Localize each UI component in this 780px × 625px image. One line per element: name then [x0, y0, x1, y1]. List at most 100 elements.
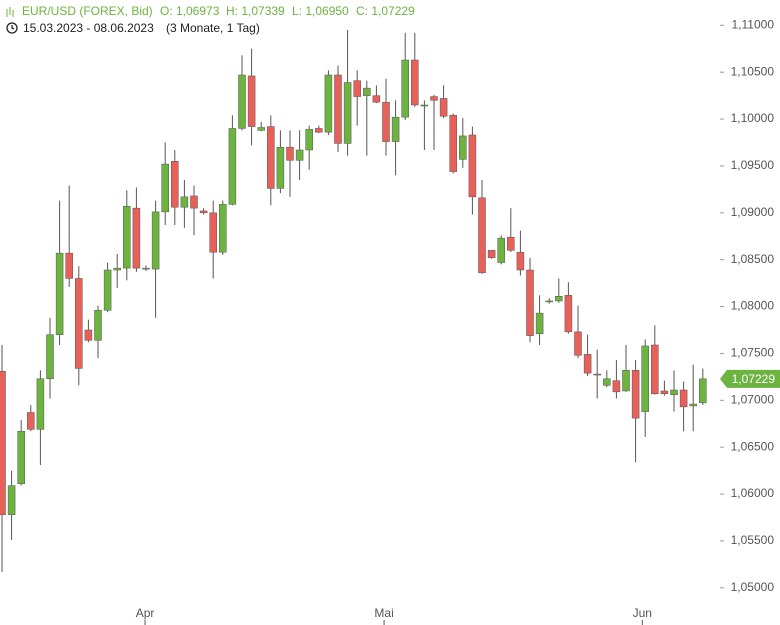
- candle-body: [84, 329, 93, 341]
- candle-body: [689, 403, 697, 407]
- y-tick-label: 1,10500: [731, 64, 775, 78]
- candle-body: [228, 128, 237, 205]
- candle-body: [324, 74, 333, 133]
- candle-body: [699, 378, 707, 404]
- candle-body: [391, 116, 400, 142]
- x-tick-label: Apr: [136, 606, 155, 620]
- y-tick-label: 1,07000: [731, 392, 775, 406]
- candle-body: [545, 300, 553, 303]
- candle-body: [555, 296, 563, 302]
- candle-body: [631, 370, 640, 419]
- candle-body: [305, 129, 313, 151]
- candle-body: [276, 146, 285, 189]
- y-tick-label: 1,07500: [731, 346, 775, 360]
- x-tick-label: Jun: [633, 606, 652, 620]
- y-tick-label: 1,09500: [731, 158, 775, 172]
- candle-body: [478, 197, 486, 274]
- ohlc-close: C: 1,07229: [356, 4, 415, 18]
- candle-body: [507, 236, 515, 251]
- candle-body: [161, 163, 169, 213]
- candle-body: [526, 269, 534, 336]
- candle-body: [286, 146, 294, 161]
- candle-body: [267, 126, 275, 189]
- candle-body: [142, 267, 150, 270]
- candle-body: [36, 378, 45, 430]
- candle-body: [382, 101, 390, 142]
- candle-body: [123, 206, 131, 269]
- date-range: 15.03.2023 - 08.06.2023: [23, 21, 154, 35]
- candle-body: [459, 135, 467, 160]
- candle-body: [660, 390, 669, 394]
- ohlc-open: O: 1,06973: [160, 4, 220, 18]
- last-price-label: 1,07229: [732, 372, 776, 386]
- x-tick-label: Mai: [374, 606, 393, 620]
- candle-body: [651, 344, 659, 394]
- candle-body: [17, 431, 25, 484]
- candle-body: [468, 134, 477, 198]
- y-tick-label: 1,06000: [731, 486, 775, 500]
- candle-body: [679, 389, 688, 408]
- candle-body: [353, 80, 361, 97]
- candle-body: [180, 196, 189, 208]
- candle-body: [132, 207, 141, 269]
- candle-body: [641, 345, 649, 412]
- candle-body: [612, 380, 621, 393]
- candle-body: [420, 104, 429, 107]
- clock-icon: [6, 22, 18, 34]
- candle-body: [113, 267, 121, 271]
- y-tick-label: 1,05500: [731, 533, 775, 547]
- candle-body: [497, 237, 505, 263]
- candle-body: [449, 115, 457, 172]
- candle-body: [315, 128, 323, 133]
- candle-body: [372, 95, 381, 103]
- ohlc-low: L: 1,06950: [292, 4, 349, 18]
- header-icon: [6, 7, 14, 17]
- y-tick-label: 1,06500: [731, 439, 775, 453]
- candle-body: [171, 161, 179, 208]
- candle-body: [238, 74, 246, 129]
- candle-body: [295, 149, 304, 161]
- candle-body: [219, 204, 227, 253]
- candle-body: [487, 250, 496, 259]
- y-tick-label: 1,05000: [731, 580, 775, 594]
- candle-body: [516, 251, 525, 271]
- candle-body: [199, 210, 208, 214]
- candle-body: [363, 87, 371, 96]
- candle-body: [46, 334, 54, 379]
- candle-body: [0, 371, 6, 515]
- candle-body: [7, 485, 16, 515]
- last-price-tag: [720, 369, 780, 388]
- instrument: EUR/USD (FOREX, Bid): [22, 4, 153, 18]
- y-tick-label: 1,10000: [731, 111, 775, 125]
- candle-body: [65, 252, 73, 279]
- y-tick-label: 1,09000: [731, 205, 775, 219]
- candle-body: [94, 310, 102, 341]
- candle-body: [622, 370, 630, 392]
- candle-body: [190, 195, 198, 209]
- candle-body: [535, 312, 544, 334]
- y-tick-label: 1,08500: [731, 252, 775, 266]
- y-tick-label: 1,08000: [731, 299, 775, 313]
- candle-body: [564, 295, 573, 333]
- candle-body: [343, 82, 352, 144]
- candle-body: [247, 75, 256, 127]
- candle-body: [209, 212, 217, 253]
- candle-body: [603, 378, 611, 386]
- candle-body: [257, 127, 265, 131]
- candle-body: [593, 373, 601, 376]
- ohlc-high: H: 1,07339: [226, 4, 285, 18]
- candle-body: [401, 59, 409, 118]
- candle-body: [583, 354, 592, 374]
- candle-body: [55, 252, 64, 335]
- candle-body: [670, 389, 678, 395]
- candle-body: [151, 211, 160, 270]
- candle-body: [411, 59, 419, 106]
- candle-body: [75, 278, 83, 369]
- candle-body: [574, 331, 582, 356]
- duration: (3 Monate, 1 Tag): [166, 21, 260, 35]
- y-tick-label: 1,11000: [732, 17, 775, 31]
- candle-body: [430, 96, 438, 101]
- candle-body: [103, 269, 112, 311]
- candle-body: [27, 412, 35, 430]
